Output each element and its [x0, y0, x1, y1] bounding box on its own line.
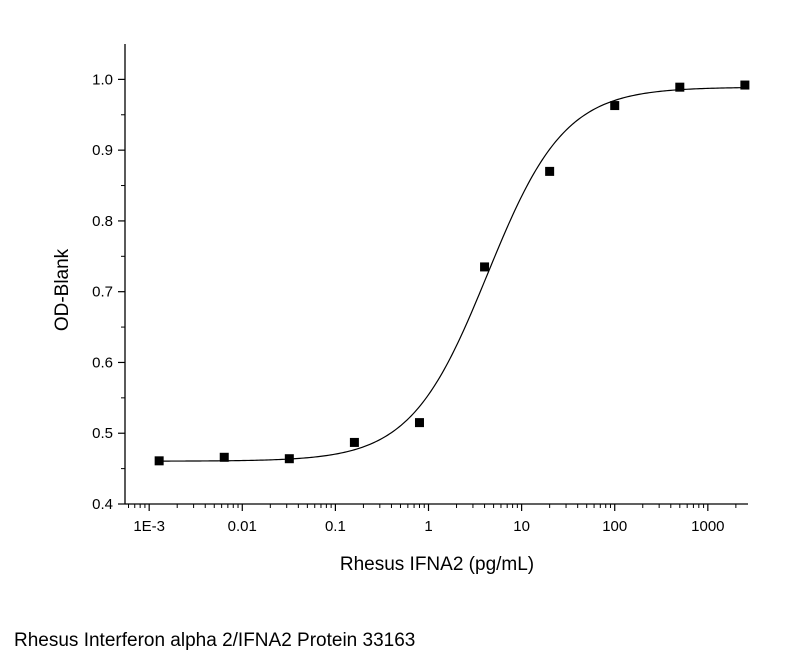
- data-point: [545, 166, 555, 176]
- x-tick-label: 1000: [691, 518, 724, 535]
- data-point: [284, 454, 294, 464]
- axes: [124, 44, 748, 505]
- x-axis-title: Rhesus IFNA2 (pg/mL): [340, 554, 534, 575]
- y-axis-title: OD-Blank: [52, 248, 73, 331]
- figure-caption: Rhesus Interferon alpha 2/IFNA2 Protein …: [14, 630, 416, 651]
- data-point: [740, 80, 750, 90]
- y-tick-label: 0.4: [92, 496, 113, 513]
- data-point: [349, 437, 359, 447]
- data-point: [219, 452, 229, 462]
- data-point: [480, 262, 490, 272]
- data-point: [675, 82, 685, 92]
- data-point: [610, 101, 620, 111]
- y-axis-ticks: 0.4 0.5 0.6 0.7 0.8 0.9 1.0: [92, 71, 125, 513]
- fit-curve: [159, 87, 745, 462]
- y-tick-label: 0.8: [92, 213, 113, 230]
- y-tick-label: 0.6: [92, 354, 113, 371]
- y-tick-label: 0.9: [92, 142, 113, 159]
- x-tick-label: 0.1: [325, 518, 346, 535]
- x-tick-label: 10: [513, 518, 530, 535]
- x-tick-label: 100: [602, 518, 627, 535]
- data-point: [414, 418, 424, 428]
- y-tick-label: 0.7: [92, 284, 113, 301]
- x-tick-label: 0.01: [228, 518, 257, 535]
- x-tick-label: 1E-3: [133, 518, 165, 535]
- x-axis-ticks: 1E-3 0.01 0.1 1 10 100 1000: [128, 504, 737, 535]
- data-point: [154, 456, 164, 466]
- y-tick-label: 1.0: [92, 71, 113, 88]
- x-tick-label: 1: [424, 518, 432, 535]
- data-points: [154, 80, 750, 466]
- y-tick-label: 0.5: [92, 425, 113, 442]
